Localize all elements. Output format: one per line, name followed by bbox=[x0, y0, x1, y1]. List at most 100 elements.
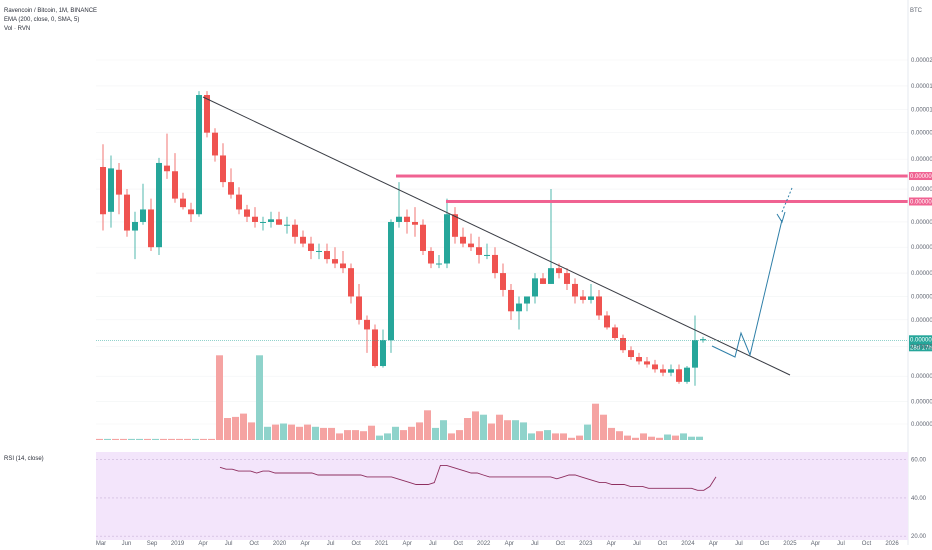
volume-bar bbox=[448, 433, 455, 440]
rsi-axis-tick-label: 40.00 bbox=[911, 496, 927, 502]
price-axis-tick-label: 0.00000120 bbox=[911, 294, 932, 300]
candle-body bbox=[692, 340, 698, 367]
candle-body bbox=[540, 278, 546, 284]
volume-bar bbox=[240, 414, 247, 440]
candle-body bbox=[364, 320, 370, 330]
volume-bar bbox=[328, 428, 335, 440]
candle bbox=[468, 234, 474, 251]
candle bbox=[652, 360, 658, 373]
price-axis-tick-label: 0.00000900 bbox=[911, 131, 932, 137]
candle-body bbox=[140, 209, 146, 222]
candle bbox=[156, 158, 162, 255]
candle bbox=[212, 128, 218, 161]
candle-body bbox=[548, 268, 554, 284]
price-axis-tick-label: 0.00000300 bbox=[911, 220, 932, 226]
candle-body bbox=[492, 255, 498, 273]
candle bbox=[348, 264, 354, 304]
candle-body bbox=[156, 163, 162, 247]
volume-bar bbox=[624, 436, 631, 440]
volume-bar bbox=[192, 439, 199, 440]
candle bbox=[444, 199, 450, 269]
candle-body bbox=[268, 219, 274, 222]
time-axis-tick-label: Jul bbox=[531, 541, 539, 547]
time-axis-tick-label: Oct bbox=[351, 541, 361, 547]
time-axis-tick-label: Sep bbox=[147, 541, 158, 547]
candle bbox=[692, 315, 698, 385]
price-axis-tick-label: 0.00000650 bbox=[911, 157, 932, 163]
price-axis-tick-label: 0.00000065 bbox=[911, 344, 932, 350]
candle bbox=[660, 364, 666, 376]
time-axis-tick-label: 2026 bbox=[885, 541, 899, 547]
volume-bar bbox=[368, 426, 375, 440]
volume-bar bbox=[408, 427, 415, 440]
candle bbox=[292, 219, 298, 243]
price-axis-tick-label: 0.00000160 bbox=[911, 271, 932, 277]
candle bbox=[628, 346, 634, 360]
volume-bar bbox=[232, 417, 239, 440]
volume-bar bbox=[216, 355, 223, 440]
candle bbox=[508, 284, 514, 320]
candle-body bbox=[484, 255, 490, 256]
candle bbox=[684, 366, 690, 384]
projection-arrowhead bbox=[777, 212, 785, 222]
candle bbox=[364, 315, 370, 352]
resistance-level-price-label: 0.00000528 bbox=[910, 174, 932, 180]
volume-bar bbox=[112, 439, 119, 440]
candle-body bbox=[644, 361, 650, 364]
candle-body bbox=[604, 315, 610, 327]
volume-bar bbox=[496, 415, 503, 440]
volume-bar bbox=[544, 430, 551, 440]
volume-bar bbox=[504, 420, 511, 440]
candle-body bbox=[324, 251, 330, 259]
resistance-level-band bbox=[446, 200, 908, 203]
candle bbox=[164, 134, 170, 179]
time-axis-tick-label: Oct bbox=[658, 541, 668, 547]
volume-bar bbox=[200, 439, 207, 440]
descending-trendline bbox=[203, 97, 790, 375]
volume-bar bbox=[400, 430, 407, 440]
volume-bar bbox=[104, 439, 111, 440]
candle-body bbox=[284, 225, 290, 226]
candle-body bbox=[444, 214, 450, 263]
candle bbox=[548, 189, 554, 284]
volume-bar bbox=[584, 425, 591, 440]
volume-bar bbox=[424, 410, 431, 440]
candle bbox=[700, 337, 706, 343]
candle bbox=[636, 353, 642, 365]
time-axis-tick-label: 2020 bbox=[273, 541, 287, 547]
candle-body bbox=[124, 195, 130, 231]
time-axis-tick-label: Oct bbox=[556, 541, 566, 547]
chart-title: Ravencoin / Bitcoin, 1M, BINANCE bbox=[4, 8, 97, 14]
resistance-level-price-label: 0.00000386 bbox=[910, 199, 932, 205]
volume-bar bbox=[392, 427, 399, 440]
volume-bar bbox=[136, 439, 143, 440]
candle-body bbox=[500, 273, 506, 290]
candle-body bbox=[204, 95, 210, 133]
volume-bar bbox=[456, 430, 463, 440]
candle-body bbox=[220, 155, 226, 182]
candle-body bbox=[524, 296, 530, 303]
candle bbox=[132, 212, 138, 259]
resistance-level-band bbox=[396, 175, 908, 178]
candle-body bbox=[276, 219, 282, 224]
candle bbox=[180, 193, 186, 210]
candle bbox=[140, 184, 146, 225]
time-axis-tick-label: Jul bbox=[735, 541, 743, 547]
time-axis-tick-label: Apr bbox=[709, 541, 718, 547]
volume-bar bbox=[96, 439, 103, 440]
volume-bar bbox=[600, 415, 607, 440]
candle-body bbox=[340, 264, 346, 269]
candle-body bbox=[316, 251, 322, 252]
candle bbox=[116, 163, 122, 214]
candle bbox=[316, 244, 322, 260]
candle bbox=[428, 247, 434, 268]
candle-body bbox=[108, 168, 114, 211]
volume-bar bbox=[264, 427, 271, 440]
volume-bar bbox=[528, 433, 535, 440]
candle bbox=[564, 268, 570, 290]
time-axis-tick-label: 2024 bbox=[681, 541, 695, 547]
candle-body bbox=[532, 278, 538, 296]
candle bbox=[540, 273, 546, 284]
